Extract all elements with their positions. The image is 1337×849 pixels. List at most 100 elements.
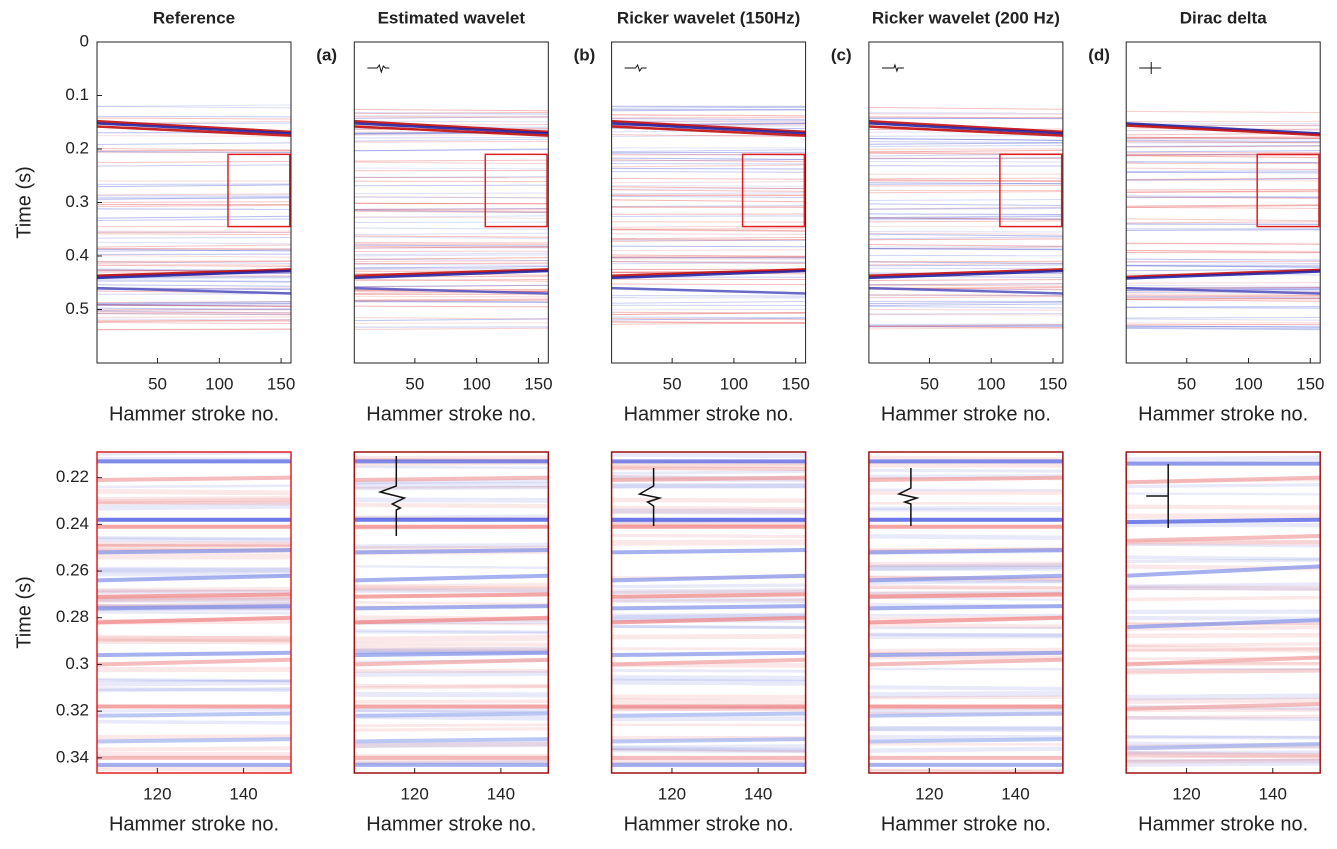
y-tick-label: 0.5 (65, 299, 89, 318)
texture (1126, 764, 1320, 765)
texture (354, 115, 548, 116)
x-tick-label: 140 (744, 784, 772, 803)
texture (612, 719, 806, 720)
x-axis-label: Hammer stroke no. (366, 813, 536, 835)
texture (869, 183, 1063, 184)
texture (869, 221, 1063, 222)
axes-frame (612, 42, 806, 363)
texture (354, 300, 548, 301)
reflector (354, 478, 548, 480)
x-tick-label: 120 (143, 784, 171, 803)
texture (354, 193, 548, 194)
x-tick-label: 100 (205, 374, 233, 393)
texture (869, 694, 1063, 695)
texture (1126, 243, 1320, 244)
texture (1126, 716, 1320, 718)
panel-label: (a) (316, 45, 337, 64)
texture (354, 701, 548, 702)
texture (612, 182, 806, 183)
texture (1126, 737, 1320, 738)
texture (1126, 307, 1320, 308)
texture (612, 511, 806, 512)
reflector (612, 288, 806, 293)
texture (869, 261, 1063, 262)
texture (97, 540, 291, 541)
reflector (97, 653, 291, 655)
texture (354, 181, 548, 182)
y-tick-label: 0.22 (56, 467, 89, 486)
x-tick-label: 50 (405, 374, 424, 393)
texture (869, 239, 1063, 240)
texture (869, 697, 1063, 698)
texture (1126, 156, 1320, 158)
texture (97, 161, 291, 162)
x-axis-label: Hammer stroke no. (624, 813, 794, 835)
texture (354, 228, 548, 229)
reflector (97, 660, 291, 665)
texture (354, 644, 548, 645)
texture (97, 143, 291, 145)
reflector (869, 594, 1063, 596)
plot-area (1126, 458, 1320, 765)
texture (869, 107, 1063, 109)
texture (97, 285, 291, 287)
wavelet-inset (1139, 62, 1161, 74)
texture (97, 319, 291, 320)
panel-label: (c) (831, 45, 852, 64)
panel-title: Reference (153, 8, 235, 27)
texture (97, 748, 291, 749)
x-tick-label: 140 (487, 784, 515, 803)
texture (354, 744, 548, 745)
texture (354, 687, 548, 688)
texture (354, 306, 548, 307)
texture (354, 505, 548, 506)
texture (1126, 618, 1320, 619)
texture (97, 612, 291, 613)
texture (354, 323, 548, 324)
texture (354, 233, 548, 234)
texture (354, 150, 548, 151)
texture (869, 245, 1063, 247)
y-tick-label: 0.26 (56, 561, 89, 580)
texture (869, 192, 1063, 193)
reflector (612, 739, 806, 741)
panel-title: Ricker wavelet (200 Hz) (872, 8, 1060, 27)
x-tick-label: 140 (1259, 784, 1287, 803)
texture (354, 285, 548, 286)
texture (612, 472, 806, 474)
x-tick-label: 100 (1234, 374, 1262, 393)
y-tick-label: 0.32 (56, 701, 89, 720)
texture (354, 296, 548, 297)
x-tick-label: 50 (148, 374, 167, 393)
texture (869, 309, 1063, 310)
texture (869, 200, 1063, 201)
texture (869, 749, 1063, 751)
texture (1126, 151, 1320, 152)
x-axis-label: Hammer stroke no. (109, 403, 279, 425)
texture (869, 178, 1063, 179)
plot-area (354, 458, 548, 765)
reflector (1126, 520, 1320, 522)
texture (1126, 635, 1320, 636)
texture (1126, 671, 1320, 672)
axes-frame (1126, 42, 1320, 363)
texture (612, 119, 806, 120)
texture (97, 264, 291, 265)
texture (97, 255, 291, 257)
texture (869, 295, 1063, 296)
texture (1126, 485, 1320, 487)
wavelet-inset (625, 65, 647, 71)
texture (869, 214, 1063, 215)
texture (354, 500, 548, 501)
texture (612, 158, 806, 159)
texture (97, 150, 291, 151)
texture (869, 507, 1063, 508)
x-tick-label: 140 (1001, 784, 1029, 803)
texture (354, 638, 548, 640)
texture (354, 488, 548, 489)
texture (97, 185, 291, 187)
texture (97, 308, 291, 309)
axes-frame (354, 42, 548, 363)
texture (97, 202, 291, 203)
texture (354, 729, 548, 730)
